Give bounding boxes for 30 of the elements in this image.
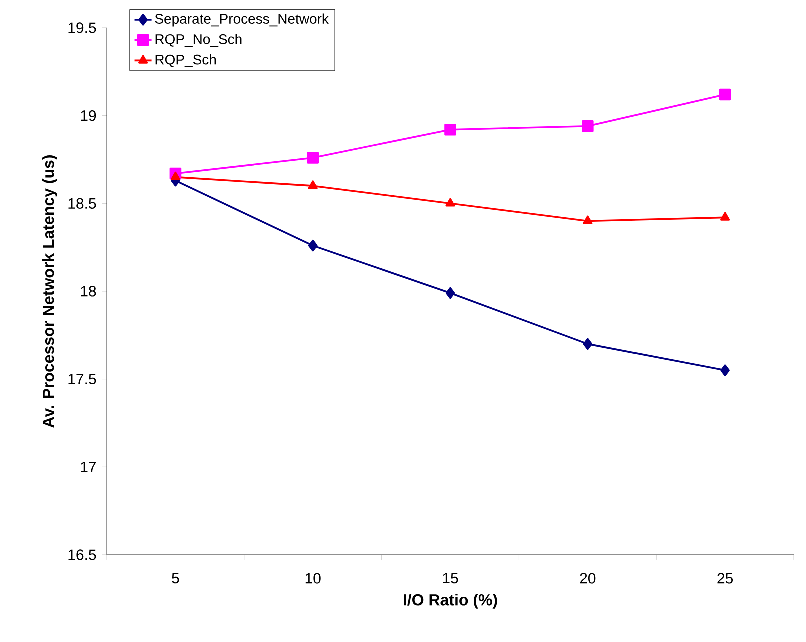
x-axis-title: I/O Ratio (%) bbox=[404, 594, 498, 609]
x-tick-label: 5 bbox=[172, 573, 180, 584]
point bbox=[444, 124, 456, 136]
y-tick-label: 16.5 bbox=[68, 550, 96, 560]
legend-label: RQP_Sch bbox=[156, 54, 216, 68]
y-tick-label: 17 bbox=[81, 462, 96, 472]
y-tick-label: 19 bbox=[81, 110, 96, 122]
point bbox=[720, 364, 730, 376]
point bbox=[582, 120, 594, 132]
point bbox=[583, 216, 593, 224]
point bbox=[308, 180, 318, 190]
point bbox=[308, 240, 318, 252]
point bbox=[446, 287, 456, 300]
y-tick-label: 18.5 bbox=[68, 198, 96, 209]
point bbox=[307, 152, 320, 164]
y-tick-label: 19.5 bbox=[68, 22, 96, 34]
x-tick-label: 10 bbox=[306, 573, 321, 584]
point bbox=[446, 198, 456, 207]
y-tick-label: 17.5 bbox=[68, 374, 96, 385]
point bbox=[170, 172, 181, 180]
point bbox=[583, 338, 593, 350]
x-tick-label: 25 bbox=[718, 573, 734, 584]
legend-label: Separate_Process_Network bbox=[155, 14, 329, 27]
point bbox=[720, 212, 730, 221]
point bbox=[719, 88, 732, 101]
legend-label: RQP_No_Sch bbox=[156, 34, 242, 48]
x-tick-label: 20 bbox=[580, 573, 596, 584]
y-tick-label: 18 bbox=[81, 286, 96, 297]
y-axis-title: Av. Processor Network Latency (us) bbox=[42, 156, 58, 428]
x-tick-label: 15 bbox=[443, 573, 458, 584]
